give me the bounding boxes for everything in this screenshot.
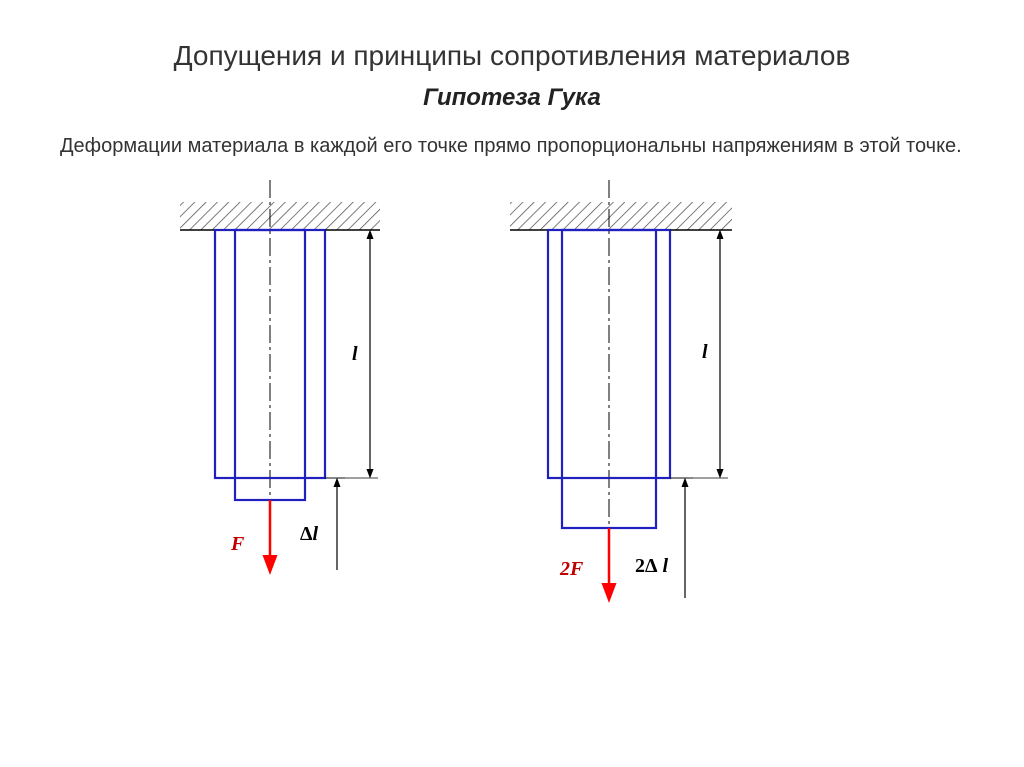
svg-text:l: l — [352, 343, 358, 365]
svg-text:F: F — [230, 533, 245, 555]
diagrams-container: l Δl Fl 2Δ l 2F — [0, 170, 1024, 670]
page-subtitle: Гипотеза Гука — [0, 84, 1024, 112]
svg-text:l: l — [702, 341, 708, 363]
svg-text:2Δ l: 2Δ l — [635, 555, 669, 577]
svg-text:2F: 2F — [559, 558, 584, 580]
svg-text:Δl: Δl — [300, 523, 319, 545]
diagram-svg: l Δl Fl 2Δ l 2F — [0, 170, 1024, 670]
page-title: Допущения и принципы сопротивления матер… — [0, 0, 1024, 72]
body-text: Деформации материала в каждой его точке … — [60, 132, 964, 160]
